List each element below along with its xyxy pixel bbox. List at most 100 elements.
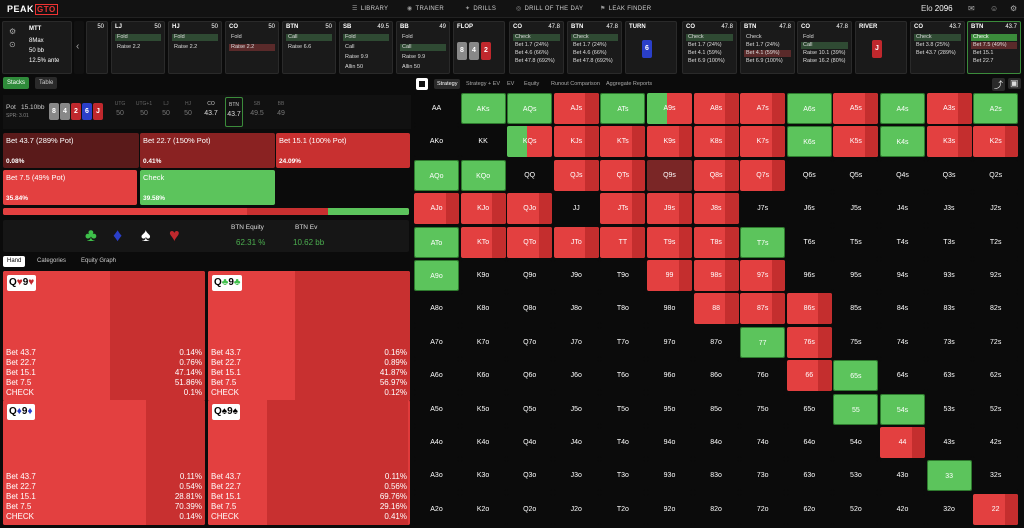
- seat-utg[interactable]: UTG 50: [111, 97, 129, 127]
- gear-icon[interactable]: ⚙: [9, 27, 17, 36]
- action-option[interactable]: Fold: [343, 34, 389, 41]
- range-cell[interactable]: 82o: [693, 493, 739, 525]
- street-box-river[interactable]: RIVER J: [855, 21, 907, 74]
- action-option[interactable]: Bet 4.6 (66%): [515, 50, 549, 56]
- hand-combo-card[interactable]: Q♥9♥ Bet 43.7 0.14% Bet 22.7 0.76% Bet 15.1 47…: [3, 271, 205, 401]
- range-cell[interactable]: Q8s: [693, 159, 739, 191]
- range-cell[interactable]: AKo: [414, 126, 459, 158]
- range-cell[interactable]: 42s: [973, 427, 1019, 458]
- range-cell[interactable]: AA: [414, 93, 459, 124]
- tab-table[interactable]: Table: [35, 77, 58, 89]
- range-cell[interactable]: A8o: [414, 293, 459, 325]
- action-box-4[interactable]: Check 39.58%: [140, 170, 275, 205]
- range-cell[interactable]: K4o: [460, 427, 506, 458]
- range-cell[interactable]: K5s: [833, 126, 879, 158]
- range-cell[interactable]: QQ: [507, 159, 553, 191]
- range-cell[interactable]: 32s: [973, 460, 1019, 492]
- range-cell[interactable]: A9s: [647, 93, 692, 124]
- range-cell[interactable]: J6o: [553, 360, 599, 392]
- range-cell[interactable]: J9s: [647, 193, 692, 225]
- street-box-co[interactable]: CO 47.8 Fold Call Raise 10.1 (39%) Raise 16.2…: [797, 21, 852, 74]
- range-cell[interactable]: 66: [786, 360, 832, 392]
- range-cell[interactable]: KJs: [553, 126, 599, 158]
- range-cell[interactable]: Q2o: [507, 493, 553, 525]
- range-cell[interactable]: ATo: [414, 226, 459, 258]
- range-cell[interactable]: A4s: [880, 93, 925, 124]
- action-option[interactable]: Fold: [115, 34, 161, 41]
- tab-strategy[interactable]: Strategy: [434, 79, 461, 89]
- range-cell[interactable]: K7o: [460, 326, 506, 358]
- range-cell[interactable]: J2s: [973, 193, 1019, 225]
- tab-equity-graph[interactable]: Equity Graph: [81, 258, 117, 264]
- range-cell[interactable]: 97o: [647, 326, 692, 358]
- position-box-lj[interactable]: LJ 50 Fold Raise 2.2: [111, 21, 165, 74]
- range-cell[interactable]: 93o: [647, 460, 692, 492]
- camera-icon[interactable]: ▣: [1008, 78, 1021, 89]
- nav-library[interactable]: ☰ LIBRARY: [352, 6, 389, 12]
- range-cell[interactable]: 42o: [880, 493, 925, 525]
- range-cell[interactable]: Q3o: [507, 460, 553, 492]
- range-cell[interactable]: 86o: [693, 360, 739, 392]
- range-cell[interactable]: 43s: [926, 427, 972, 458]
- range-cell[interactable]: A2o: [414, 493, 459, 525]
- range-cell[interactable]: A7s: [740, 93, 786, 124]
- range-cell[interactable]: TT: [600, 226, 646, 258]
- action-option[interactable]: Raise 2.2: [229, 44, 275, 51]
- range-cell[interactable]: A8s: [693, 93, 739, 124]
- range-cell[interactable]: J5o: [553, 393, 599, 425]
- action-option[interactable]: Raise 2.2: [174, 44, 198, 50]
- hand-combo-card[interactable]: Q♣9♣ Bet 43.7 0.16% Bet 22.7 0.89% Bet 15.1 41…: [208, 271, 410, 401]
- action-option[interactable]: Bet 4.1 (59%): [744, 50, 791, 57]
- range-cell[interactable]: 82s: [973, 293, 1019, 325]
- range-cell[interactable]: AQs: [507, 93, 553, 124]
- range-cell[interactable]: Q4s: [880, 159, 925, 191]
- range-cell[interactable]: 92s: [973, 260, 1019, 291]
- range-cell[interactable]: T4s: [880, 226, 925, 258]
- nav-leak-finder[interactable]: ⚑ LEAK FINDER: [600, 6, 652, 12]
- range-cell[interactable]: A7o: [414, 326, 459, 358]
- tab-equity[interactable]: Equity: [524, 81, 540, 87]
- range-cell[interactable]: A3o: [414, 460, 459, 492]
- range-cell[interactable]: J4o: [553, 427, 599, 458]
- street-box-turn[interactable]: TURN 6: [625, 21, 677, 74]
- action-option[interactable]: Allin 50: [345, 64, 364, 70]
- range-cell[interactable]: 95o: [647, 393, 692, 425]
- action-option[interactable]: Allin 50: [402, 64, 421, 70]
- range-cell[interactable]: QJo: [507, 193, 553, 225]
- range-cell[interactable]: T7s: [740, 226, 786, 258]
- range-cell[interactable]: 83s: [926, 293, 972, 325]
- range-cell[interactable]: J9o: [553, 260, 599, 291]
- action-option[interactable]: Check: [746, 34, 762, 40]
- range-cell[interactable]: 52s: [973, 393, 1019, 425]
- range-cell[interactable]: 74o: [740, 427, 786, 458]
- position-box-co[interactable]: CO 50 Fold Raise 2.2: [225, 21, 279, 74]
- range-cell[interactable]: J7s: [740, 193, 786, 225]
- flop-box[interactable]: FLOP 8 4 2: [453, 21, 505, 74]
- range-cell[interactable]: 33: [926, 460, 972, 492]
- range-cell[interactable]: A4o: [414, 427, 459, 458]
- range-cell[interactable]: 77: [740, 326, 786, 358]
- action-option[interactable]: Bet 4.6 (66%): [573, 50, 607, 56]
- action-option[interactable]: Fold: [172, 34, 218, 41]
- action-option[interactable]: Check: [571, 34, 618, 41]
- range-cell[interactable]: Q5s: [833, 159, 879, 191]
- range-cell[interactable]: T5s: [833, 226, 879, 258]
- range-cell[interactable]: Q2s: [973, 159, 1019, 191]
- range-cell[interactable]: T6o: [600, 360, 646, 392]
- range-cell[interactable]: 63s: [926, 360, 972, 392]
- action-box-0[interactable]: Bet 43.7 (289% Pot) 0.08%: [3, 133, 139, 168]
- emoji-icon[interactable]: ☺: [990, 4, 999, 13]
- range-cell[interactable]: A6o: [414, 360, 459, 392]
- range-cell[interactable]: K8o: [460, 293, 506, 325]
- range-cell[interactable]: JTo: [553, 226, 599, 258]
- range-cell[interactable]: A2s: [973, 93, 1019, 124]
- action-option[interactable]: Check: [513, 34, 560, 41]
- nav-trainer[interactable]: ◉ TRAINER: [407, 6, 444, 12]
- range-cell[interactable]: 22: [973, 493, 1019, 525]
- range-cell[interactable]: 73o: [740, 460, 786, 492]
- range-cell[interactable]: K8s: [693, 126, 739, 158]
- range-cell[interactable]: 97s: [740, 260, 786, 291]
- action-option[interactable]: Bet 1.7 (24%): [688, 42, 722, 48]
- view-toggle-icon[interactable]: [416, 78, 428, 90]
- range-cell[interactable]: AQo: [414, 159, 459, 191]
